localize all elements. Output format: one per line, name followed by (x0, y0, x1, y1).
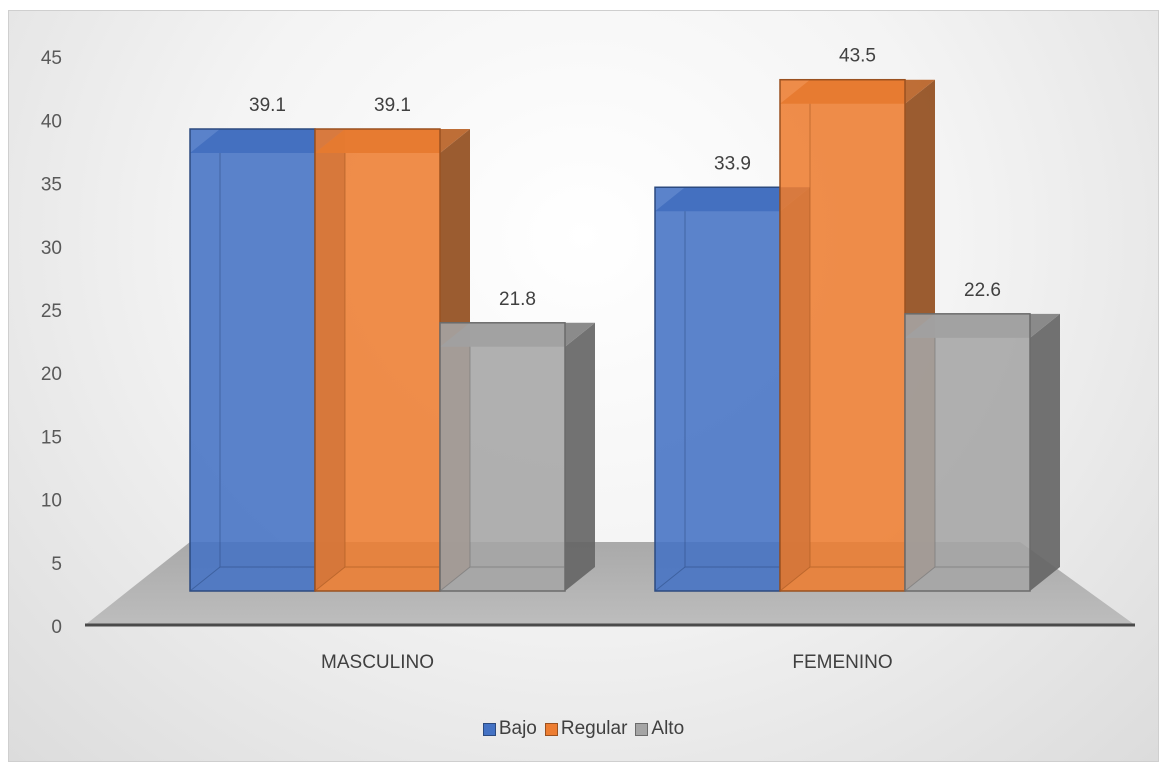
legend-item-alto: Alto (635, 718, 684, 740)
data-label: 43.5 (839, 46, 876, 67)
legend-label: Alto (651, 718, 685, 739)
legend-item-regular: Regular (544, 718, 628, 740)
data-label: 39.1 (374, 95, 411, 116)
bar-alto-femenino (904, 313, 1060, 592)
y-tick-label: 40 (41, 111, 62, 132)
y-tick-label: 25 (41, 301, 62, 322)
data-label: 33.9 (714, 153, 751, 174)
data-labels: 39.1 39.1 21.8 33.9 43.5 22.6 (249, 46, 1001, 310)
x-axis: MASCULINO FEMENINO (321, 652, 893, 673)
y-tick-label: 20 (41, 364, 62, 385)
y-tick-label: 30 (41, 238, 62, 259)
legend-swatch (635, 722, 649, 736)
y-tick-label: 5 (51, 554, 62, 575)
legend-swatch (482, 722, 496, 736)
bar-group (189, 78, 1060, 592)
legend-label: Bajo (498, 718, 537, 739)
legend-swatch (544, 722, 558, 736)
x-tick-label: FEMENINO (792, 652, 892, 673)
y-axis: 0 5 10 15 20 25 30 35 40 45 (41, 48, 62, 638)
y-tick-label: 35 (41, 175, 62, 196)
y-tick-label: 15 (41, 427, 62, 448)
legend-item-bajo: Bajo (482, 718, 537, 740)
data-label: 21.8 (499, 289, 536, 310)
y-tick-label: 10 (41, 491, 62, 512)
bar-alto-masculino (439, 322, 595, 592)
data-label: 39.1 (249, 95, 286, 116)
x-tick-label: MASCULINO (321, 652, 434, 673)
legend: Bajo Regular Alto (0, 718, 1167, 740)
y-tick-label: 0 (51, 617, 62, 638)
y-tick-label: 45 (41, 48, 62, 69)
data-label: 22.6 (964, 280, 1001, 301)
legend-label: Regular (560, 718, 628, 739)
